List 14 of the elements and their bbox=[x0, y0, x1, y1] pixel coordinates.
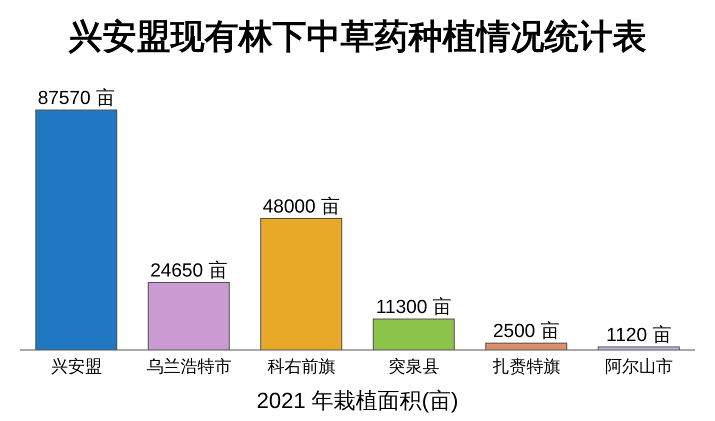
x-tick-label: 乌兰浩特市 bbox=[146, 357, 232, 376]
x-tick-label: 扎赉特旗 bbox=[492, 357, 560, 376]
x-tick-label: 兴安盟 bbox=[50, 357, 102, 376]
chart-title: 兴安盟现有林下中草药种植情况统计表 bbox=[68, 18, 646, 56]
data-label: 11300 亩 bbox=[376, 296, 452, 318]
x-tick-label: 科右前旗 bbox=[267, 357, 336, 376]
x-tick-label: 突泉县 bbox=[388, 357, 440, 376]
data-label: 48000 亩 bbox=[262, 195, 340, 218]
data-label: 24650 亩 bbox=[150, 259, 228, 282]
x-tick-label: 阿尔山市 bbox=[604, 357, 673, 376]
data-label: 1120 亩 bbox=[606, 324, 672, 346]
data-label: 87570 亩 bbox=[38, 87, 115, 109]
data-label: 2500 亩 bbox=[492, 320, 560, 342]
x-axis-title: 2021 年栽植面积(亩) bbox=[256, 388, 458, 413]
